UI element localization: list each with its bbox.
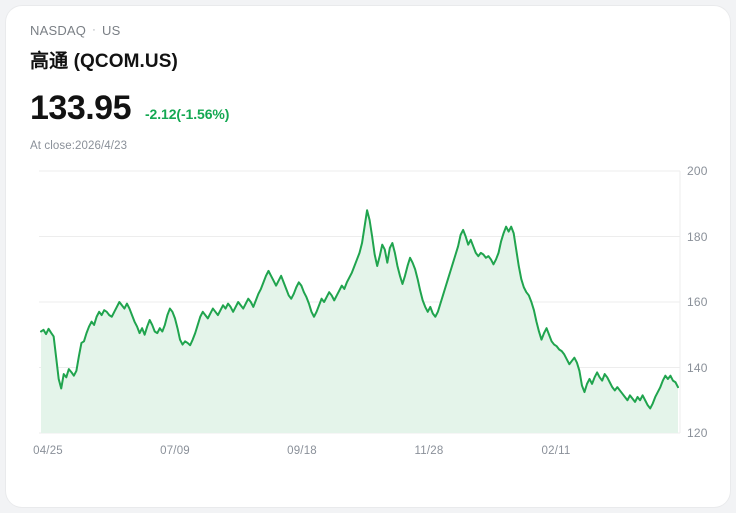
x-axis-tick-label: 09/18 <box>287 445 317 457</box>
exchange-row: NASDAQ · US <box>30 22 730 40</box>
last-price: 133.95 <box>30 89 132 127</box>
x-axis-tick-label: 11/28 <box>414 445 444 457</box>
y-axis-tick-label: 140 <box>687 360 708 375</box>
x-axis-tick-label: 04/25 <box>33 445 63 457</box>
quote-header: NASDAQ · US 高通 (QCOM.US) 133.95 -2.12(-1… <box>6 6 730 152</box>
y-axis-tick-label: 180 <box>687 229 708 244</box>
chart-line <box>40 209 679 410</box>
y-axis-tick-label: 200 <box>687 164 708 178</box>
y-axis-tick-label: 160 <box>687 295 708 309</box>
stock-quote-card: NASDAQ · US 高通 (QCOM.US) 133.95 -2.12(-1… <box>6 6 730 507</box>
y-axis-tick-label: 120 <box>687 426 708 440</box>
region-label: US <box>101 23 121 38</box>
exchange-separator: · <box>92 24 96 36</box>
chart-area-fill <box>41 210 678 433</box>
x-axis-tick-label: 07/09 <box>160 445 190 457</box>
at-close-timestamp: At close:2026/4/23 <box>30 140 128 152</box>
exchange-name: NASDAQ <box>30 23 87 38</box>
price-chart[interactable]: 200 180 160 140 120 04/25 07/09 09/18 11/28 02/1… <box>6 164 730 466</box>
page-title: 高通 (QCOM.US) <box>30 51 178 72</box>
price-change: -2.12(-1.56%) <box>145 106 230 122</box>
price-row: 133.95 -2.12(-1.56%) <box>30 90 730 126</box>
chart-canvas[interactable] <box>6 166 730 466</box>
x-axis-tick-label: 02/11 <box>541 445 571 457</box>
